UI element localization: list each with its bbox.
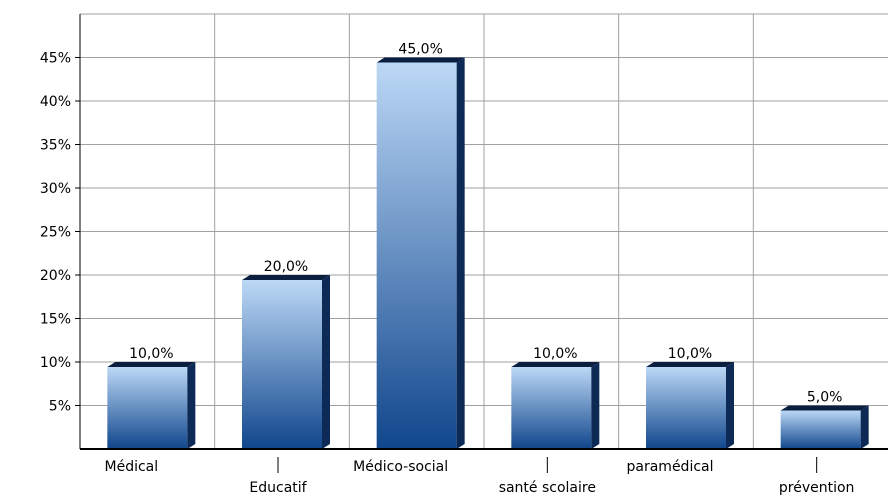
- bar-front: [107, 367, 188, 449]
- y-tick-label: 10%: [40, 355, 71, 371]
- bar: [780, 405, 869, 449]
- y-tick-label: 40%: [40, 94, 71, 110]
- axes: [79, 14, 888, 450]
- category-label: Médical: [105, 459, 159, 475]
- bar-side: [860, 405, 869, 449]
- bar-top: [242, 275, 330, 280]
- bar: [646, 362, 734, 449]
- bar-front: [780, 410, 861, 449]
- bar-front: [511, 367, 592, 449]
- bar-side: [456, 57, 465, 449]
- y-tick-label: 15%: [40, 312, 71, 328]
- grid: [80, 13, 888, 449]
- category-label: Médico-social: [353, 459, 448, 475]
- bar-side: [591, 362, 600, 449]
- bar-top: [107, 362, 196, 367]
- bar: [107, 362, 196, 449]
- bar: [242, 275, 330, 449]
- bar-top: [376, 57, 465, 63]
- data-label: 20,0%: [264, 259, 308, 275]
- bar-front: [242, 280, 322, 449]
- y-tick-label: 45%: [40, 51, 71, 67]
- category-labels: Médical Educatif Médico-social santé scolai…: [105, 457, 855, 496]
- y-tick-label: 25%: [40, 225, 71, 241]
- data-labels: 10,0% 20,0% 45,0% 10,0% 10,0% 5,0%: [129, 42, 842, 406]
- data-label: 10,0%: [129, 346, 173, 362]
- category-label: paramédical: [627, 459, 714, 475]
- data-label: 10,0%: [668, 346, 712, 362]
- y-axis-ticks: 5% 10% 15% 20% 25% 30% 35% 40% 45%: [40, 51, 80, 415]
- data-label: 10,0%: [533, 346, 577, 362]
- y-tick-label: 35%: [40, 138, 71, 154]
- y-tick-label: 5%: [49, 399, 71, 415]
- category-label: Educatif: [249, 480, 307, 496]
- y-tick-label: 30%: [40, 181, 71, 197]
- category-label: santé scolaire: [499, 480, 596, 496]
- bar-top: [511, 362, 600, 367]
- data-label: 45,0%: [398, 42, 442, 58]
- bar-top: [646, 362, 734, 367]
- bar-side: [322, 275, 330, 449]
- bar-front: [376, 62, 457, 449]
- category-label: prévention: [779, 480, 855, 496]
- bar: [511, 362, 600, 449]
- bars: [107, 57, 869, 449]
- bar-front: [646, 367, 726, 449]
- bar-side: [726, 362, 734, 449]
- data-label: 5,0%: [807, 390, 843, 406]
- bar-side: [187, 362, 196, 449]
- y-tick-label: 20%: [40, 268, 71, 284]
- bar-top: [780, 405, 869, 411]
- bar: [376, 57, 465, 449]
